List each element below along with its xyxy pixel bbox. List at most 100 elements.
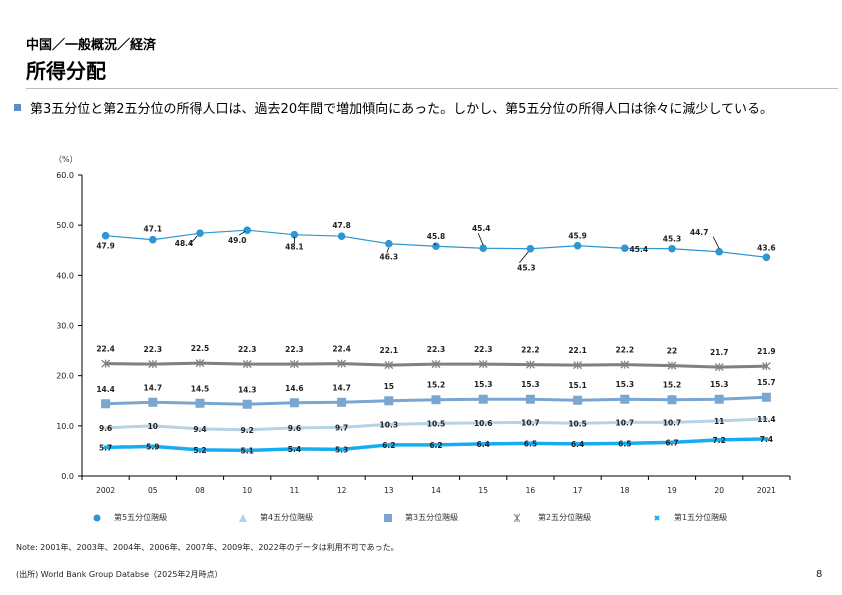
data-point — [103, 445, 108, 450]
data-label: 6.5 — [618, 439, 631, 448]
y-tick-label: 50.0 — [56, 221, 74, 230]
data-point — [670, 440, 674, 445]
data-label: 10.7 — [663, 418, 682, 427]
leader-line — [712, 236, 720, 249]
y-tick-label: 30.0 — [56, 322, 74, 331]
legend-item-q2: 第2五分位階級 — [512, 512, 591, 523]
data-label: 11.4 — [757, 415, 776, 424]
data-point — [762, 253, 771, 262]
data-label: 45.3 — [663, 235, 682, 244]
legend-label: 第3五分位階級 — [405, 513, 459, 522]
data-label: 44.7 — [690, 228, 709, 237]
legend-item-q1: 第1五分位階級 — [652, 512, 727, 523]
data-label: 22.2 — [616, 346, 635, 355]
triangle-marker-icon — [239, 513, 247, 522]
data-label: 48.1 — [285, 243, 304, 252]
page-number: 8 — [816, 569, 823, 580]
data-point — [761, 392, 771, 402]
data-point — [620, 394, 630, 404]
data-label: 10.5 — [427, 419, 446, 428]
data-point — [431, 395, 441, 405]
data-point — [525, 394, 535, 404]
data-label: 5.9 — [146, 442, 159, 451]
data-point — [289, 398, 299, 408]
data-point — [573, 361, 582, 370]
x-tick-label: 16 — [526, 486, 536, 495]
data-point — [292, 426, 296, 430]
data-label: 7.4 — [760, 435, 773, 444]
x-tick-label: 2002 — [96, 486, 115, 495]
data-label: 15.7 — [757, 378, 776, 387]
data-label: 15.2 — [663, 381, 682, 390]
data-point — [245, 428, 249, 432]
data-label: 22.4 — [332, 345, 351, 354]
data-label: 9.7 — [335, 423, 348, 432]
legend-item-q4: 第4五分位階級 — [238, 512, 313, 523]
summary-text: 第3五分位と第2五分位の所得人口は、過去20年間で増加傾向にあった。しかし、第5… — [30, 102, 773, 117]
data-point — [148, 360, 158, 369]
data-point — [528, 441, 533, 446]
data-label: 22.1 — [380, 346, 399, 355]
data-point — [101, 359, 110, 368]
legend-item-q5: 第5五分位階級 — [92, 512, 167, 523]
legend-label: 第2五分位階級 — [538, 513, 592, 522]
data-label: 10 — [148, 422, 158, 431]
data-point — [714, 363, 724, 372]
page-title: 所得分配 — [26, 59, 106, 83]
source-text: (出所) World Bank Group Databse（2025年2月時点） — [16, 570, 223, 579]
bullet-icon — [14, 104, 21, 111]
data-point — [526, 360, 535, 369]
data-point — [762, 362, 771, 371]
data-label: 47.8 — [332, 221, 351, 230]
data-label: 9.6 — [288, 424, 301, 433]
data-label: 6.4 — [571, 440, 584, 449]
data-label: 10.3 — [380, 420, 399, 429]
data-point — [290, 230, 299, 239]
square-marker-icon — [384, 513, 392, 522]
data-point — [528, 420, 532, 424]
data-label: 5.1 — [241, 446, 254, 455]
y-tick-label: 60.0 — [56, 171, 74, 180]
line-chart: （%） 0.0 10.0 20.0 30.0 40.0 50.0 60.0 2002 05 08 10… — [54, 155, 791, 495]
leader-line — [433, 242, 437, 246]
data-point — [481, 441, 486, 446]
data-label: 45.9 — [568, 232, 587, 241]
data-label: 47.9 — [96, 242, 115, 251]
x-tick-label: 11 — [290, 486, 300, 495]
data-label: 10.6 — [474, 419, 493, 428]
data-point — [667, 361, 677, 370]
x-tick-label: 05 — [148, 486, 158, 495]
data-point — [717, 419, 721, 423]
data-label: 45.4 — [472, 224, 491, 233]
data-label: 5.7 — [99, 443, 112, 452]
data-label: 5.4 — [288, 445, 301, 454]
data-point — [432, 242, 440, 251]
data-label: 22.1 — [568, 346, 587, 355]
data-point — [198, 447, 202, 452]
data-label: 15.3 — [616, 380, 635, 389]
y-axis-label: （%） — [54, 155, 78, 164]
data-point — [149, 235, 157, 244]
data-label: 15.2 — [427, 381, 446, 390]
x-tick-label: 08 — [195, 486, 205, 495]
data-point — [764, 436, 769, 441]
data-label: 22.4 — [96, 345, 115, 354]
data-point — [384, 361, 394, 370]
data-point — [434, 421, 438, 425]
data-label: 22.2 — [521, 346, 540, 355]
data-point — [243, 226, 251, 234]
legend-label: 第1五分位階級 — [674, 513, 728, 522]
data-point — [481, 421, 485, 425]
divider — [26, 88, 838, 89]
x-tick-label: 20 — [714, 486, 724, 495]
data-label: 15.3 — [710, 380, 729, 389]
leader-line — [477, 233, 484, 246]
data-point — [668, 244, 676, 253]
data-point — [764, 417, 768, 421]
data-point — [526, 244, 535, 253]
data-label: 14.3 — [238, 385, 257, 394]
legend-item-q3: 第3五分位階級 — [383, 512, 458, 523]
data-point — [245, 448, 250, 453]
x-marker-icon — [513, 513, 521, 522]
data-point — [337, 359, 346, 368]
